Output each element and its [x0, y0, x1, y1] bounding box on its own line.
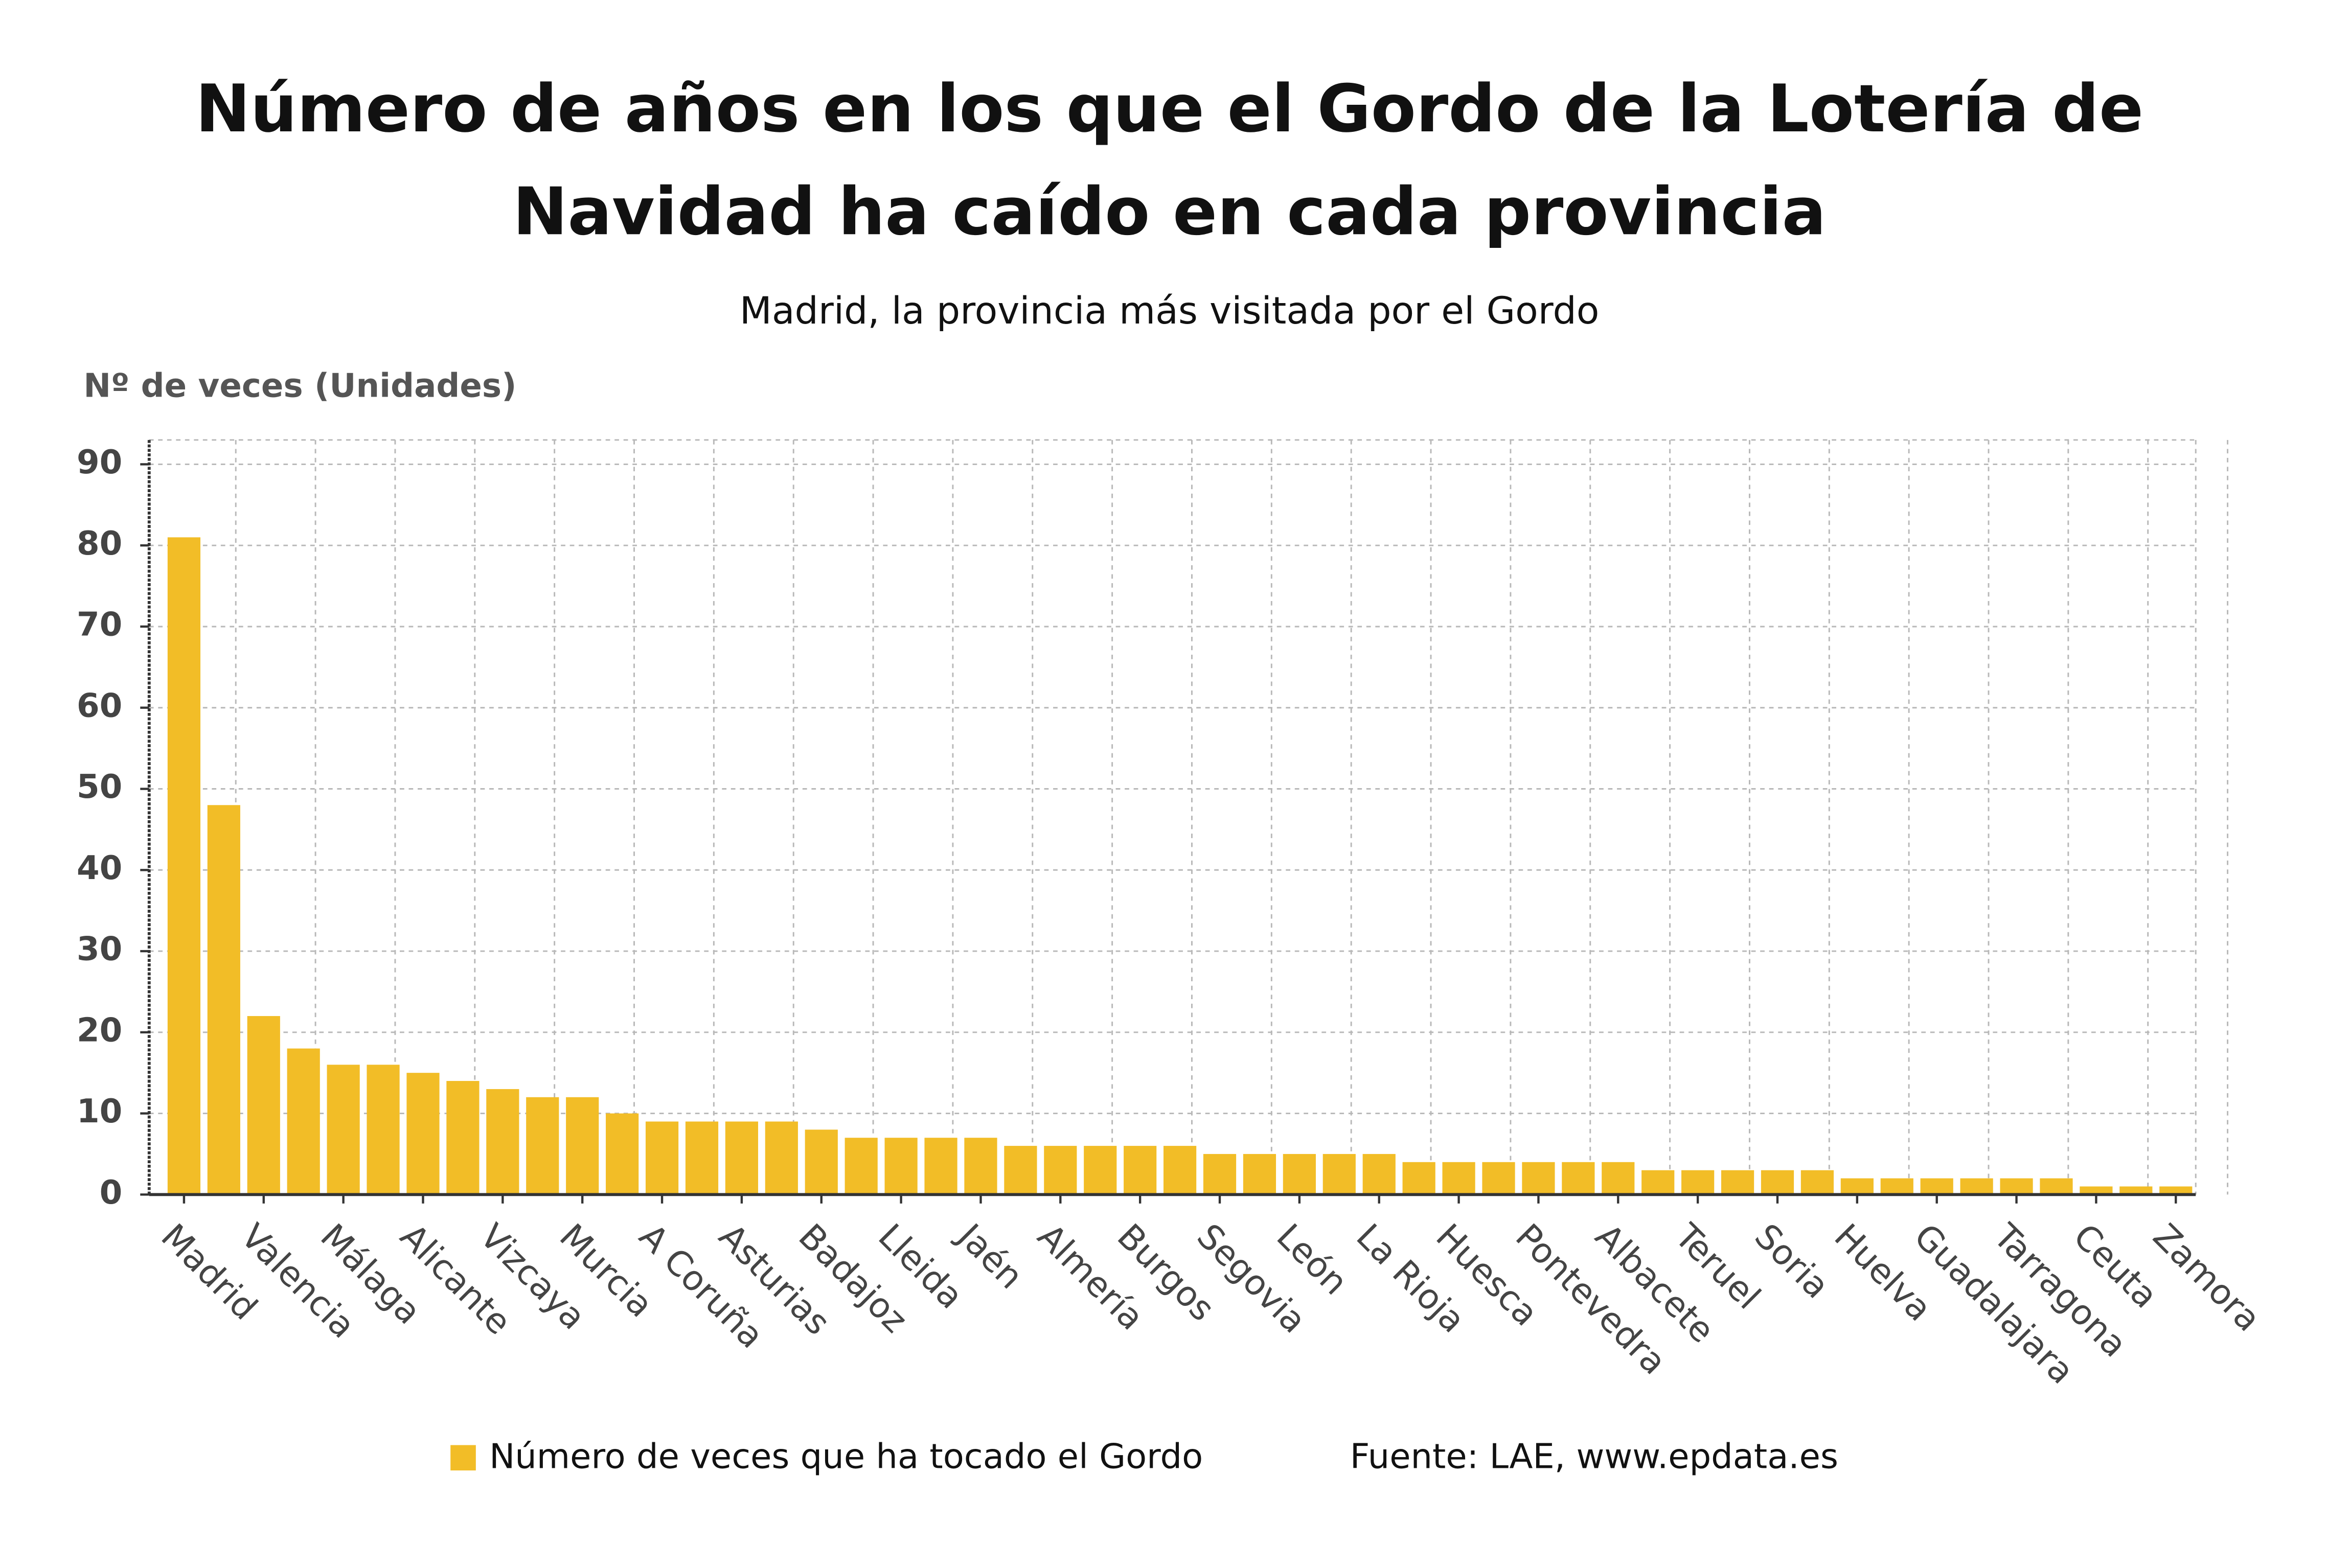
chart-subtitle: Madrid, la provincia más visitada por el…	[740, 289, 1599, 333]
bar	[1482, 1162, 1515, 1195]
bar	[924, 1138, 957, 1195]
bar	[2119, 1186, 2153, 1195]
bar	[1044, 1146, 1077, 1195]
y-tick-label: 90	[77, 443, 122, 481]
bar	[805, 1129, 838, 1195]
y-tick-label: 10	[77, 1092, 122, 1131]
bar	[367, 1065, 400, 1195]
bar	[765, 1121, 798, 1195]
bar	[1084, 1146, 1117, 1195]
bar	[1960, 1178, 1993, 1195]
chart-title: Navidad ha caído en cada provincia	[513, 174, 1826, 250]
bar	[1442, 1162, 1475, 1195]
bar	[1602, 1162, 1635, 1195]
bar	[1243, 1154, 1276, 1195]
bar	[1322, 1154, 1356, 1195]
y-tick-label: 30	[77, 930, 122, 969]
bar	[685, 1121, 719, 1195]
bar	[884, 1138, 918, 1195]
y-tick-label: 40	[77, 849, 122, 887]
y-tick-label: 80	[77, 524, 122, 563]
bar	[1840, 1178, 1874, 1195]
bar	[606, 1113, 639, 1195]
bar	[845, 1138, 878, 1195]
bar	[2080, 1186, 2113, 1195]
bar	[1761, 1170, 1794, 1195]
bar	[1283, 1154, 1316, 1195]
y-tick-label: 50	[77, 768, 122, 806]
bar	[1920, 1178, 1953, 1195]
bar	[406, 1073, 440, 1195]
bar	[1203, 1154, 1237, 1195]
bar	[1164, 1146, 1197, 1195]
bar	[327, 1065, 360, 1195]
bar	[486, 1089, 519, 1195]
bar	[1880, 1178, 1913, 1195]
bar	[1522, 1162, 1555, 1195]
bar	[167, 537, 201, 1195]
legend-swatch	[450, 1445, 476, 1471]
bar	[1681, 1170, 1715, 1195]
bar	[1721, 1170, 1754, 1195]
y-tick-label: 60	[77, 686, 122, 725]
bar	[964, 1138, 997, 1195]
y-tick-label: 20	[77, 1011, 122, 1049]
source: Fuente: LAE, www.epdata.es	[1350, 1436, 1838, 1476]
y-tick-label: 0	[100, 1173, 123, 1212]
bar	[1641, 1170, 1675, 1195]
bar	[1004, 1146, 1037, 1195]
bar	[1800, 1170, 1834, 1195]
bar	[1562, 1162, 1595, 1195]
bar	[446, 1081, 480, 1195]
bar	[247, 1016, 280, 1195]
bar	[1402, 1162, 1435, 1195]
bar	[287, 1048, 320, 1195]
y-axis-label: Nº de veces (Unidades)	[83, 366, 516, 405]
bar	[645, 1121, 679, 1195]
bar	[2000, 1178, 2033, 1195]
bar	[2040, 1178, 2073, 1195]
bar	[725, 1121, 759, 1195]
bar	[2159, 1186, 2193, 1195]
bar	[566, 1097, 599, 1195]
chart-title: Número de años en los que el Gordo de la…	[195, 71, 2143, 147]
bar	[526, 1097, 559, 1195]
bar	[1362, 1154, 1396, 1195]
bar	[207, 805, 240, 1195]
bar	[1124, 1146, 1157, 1195]
y-tick-label: 70	[77, 606, 122, 644]
legend-label: Número de veces que ha tocado el Gordo	[489, 1436, 1203, 1476]
